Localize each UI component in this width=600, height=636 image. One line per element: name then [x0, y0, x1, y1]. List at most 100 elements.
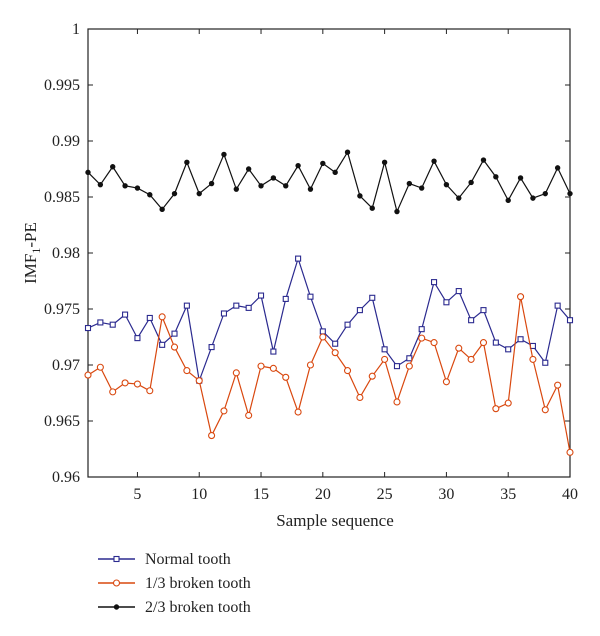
data-point	[245, 411, 253, 419]
data-point	[96, 363, 104, 371]
data-point	[208, 432, 216, 440]
data-point	[195, 377, 203, 385]
data-point	[208, 180, 215, 187]
data-point	[183, 302, 190, 309]
data-point	[270, 175, 277, 181]
data-point	[455, 344, 463, 352]
data-point	[356, 307, 363, 314]
data-point	[381, 159, 388, 165]
data-point	[542, 359, 549, 366]
data-point	[159, 206, 165, 213]
data-point	[307, 293, 314, 300]
data-point	[109, 321, 116, 328]
series-2	[84, 293, 574, 456]
data-point	[406, 180, 413, 187]
data-point	[270, 348, 277, 355]
x-tick-label: 40	[562, 486, 578, 503]
data-point	[566, 317, 574, 324]
series-3	[85, 149, 573, 215]
data-point	[493, 174, 499, 180]
data-point	[233, 186, 240, 192]
data-point	[530, 195, 536, 201]
legend-item: 2/3 broken tooth	[98, 599, 251, 616]
data-point	[183, 367, 191, 375]
data-point	[282, 295, 289, 302]
data-point	[418, 326, 425, 333]
data-point	[418, 334, 426, 342]
legend-label: 2/3 broken tooth	[145, 599, 251, 616]
data-point	[443, 181, 450, 188]
data-point	[344, 321, 351, 328]
data-point	[84, 324, 92, 332]
data-point	[479, 339, 488, 347]
data-point	[431, 158, 437, 164]
data-point	[97, 181, 104, 188]
data-point	[492, 339, 499, 346]
data-point	[85, 169, 91, 176]
data-point	[456, 195, 462, 201]
data-point	[517, 293, 525, 301]
data-point	[220, 310, 227, 317]
legend-item: 1/3 broken tooth	[98, 575, 251, 592]
data-point	[307, 186, 314, 192]
x-tick-label: 10	[191, 486, 207, 503]
data-point	[171, 190, 178, 197]
data-point	[541, 406, 549, 414]
legend-item: Normal tooth	[98, 551, 231, 568]
data-point	[158, 313, 166, 321]
data-point	[121, 379, 129, 387]
data-point	[245, 304, 252, 311]
data-point	[269, 364, 277, 372]
data-point	[283, 183, 289, 189]
data-point	[295, 162, 301, 169]
data-point	[394, 208, 400, 215]
data-point	[430, 339, 438, 347]
data-point	[332, 169, 338, 176]
data-point	[232, 369, 240, 377]
data-point	[344, 149, 351, 155]
data-point	[517, 175, 524, 181]
data-point	[468, 179, 474, 186]
data-point	[332, 340, 339, 347]
data-point	[368, 372, 376, 380]
data-point	[319, 333, 327, 341]
data-point	[443, 299, 450, 306]
data-point	[146, 387, 154, 395]
legend-marker	[112, 579, 121, 587]
data-point	[122, 311, 129, 318]
legend-marker	[113, 555, 120, 563]
data-point	[257, 292, 265, 299]
data-point	[504, 399, 512, 407]
data-point	[319, 328, 326, 335]
data-point	[517, 336, 524, 343]
x-axis-title: Sample sequence	[276, 511, 394, 530]
y-tick-label: 0.975	[44, 301, 80, 318]
data-point	[468, 317, 475, 324]
y-tick-label: 0.96	[52, 469, 80, 486]
series-1	[84, 255, 574, 384]
data-point	[442, 378, 450, 386]
data-point	[171, 330, 178, 337]
y-tick-label: 1	[72, 21, 80, 38]
data-point	[134, 335, 141, 342]
data-point	[147, 192, 153, 198]
legend-label: Normal tooth	[145, 551, 231, 568]
data-point	[566, 448, 574, 456]
data-point	[170, 343, 179, 351]
data-point	[208, 344, 215, 351]
data-point	[492, 405, 500, 413]
y-tick-label: 0.97	[52, 357, 80, 374]
data-point	[245, 166, 252, 172]
data-point	[393, 398, 401, 406]
data-point	[221, 151, 227, 158]
data-point	[97, 319, 104, 326]
data-point	[480, 157, 487, 163]
data-point	[196, 190, 202, 197]
data-point	[134, 185, 141, 191]
data-point	[542, 190, 548, 197]
data-point	[554, 165, 561, 171]
data-point	[369, 205, 375, 211]
data-point	[233, 302, 240, 309]
data-point	[133, 380, 141, 388]
